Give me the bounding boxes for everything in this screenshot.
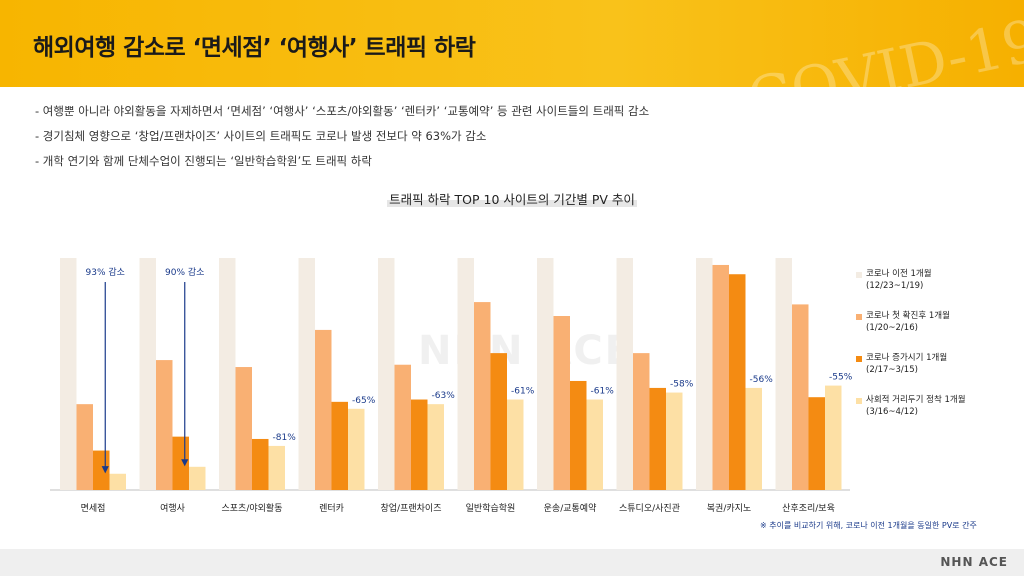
bar bbox=[474, 302, 491, 490]
footer-bar: NHN ACE bbox=[0, 549, 1024, 576]
data-label: -61% bbox=[591, 387, 615, 397]
legend-label: 사회적 거리두기 정착 1개월 bbox=[866, 395, 966, 405]
data-label: -58% bbox=[670, 380, 694, 390]
decrease-label: 93% 감소 bbox=[86, 266, 125, 278]
bullet-item: - 경기침체 영향으로 ‘창업/프랜차이즈’ 사이트의 트래픽도 코로나 발생 … bbox=[35, 129, 487, 143]
bar bbox=[93, 450, 110, 490]
bar bbox=[331, 401, 348, 490]
bar bbox=[156, 360, 173, 490]
bar bbox=[109, 473, 126, 490]
bar bbox=[268, 445, 285, 490]
bar bbox=[457, 258, 474, 490]
bar bbox=[712, 264, 729, 490]
bar bbox=[315, 329, 332, 490]
x-tick-label: 스튜디오/사진관 bbox=[619, 503, 680, 514]
x-tick-label: 운송/교통예약 bbox=[544, 502, 597, 514]
nhn-ace-center-logo: NHN ACE bbox=[418, 328, 634, 374]
bar bbox=[808, 397, 825, 490]
bar bbox=[633, 353, 650, 490]
bar bbox=[252, 438, 269, 490]
bar bbox=[666, 392, 683, 490]
bar bbox=[696, 258, 713, 490]
bar bbox=[507, 399, 524, 490]
bar bbox=[490, 353, 507, 490]
legend-swatch bbox=[856, 314, 862, 320]
bar bbox=[219, 258, 236, 490]
chart-title-text: 트래픽 하락 TOP 10 사이트의 기간별 PV 추이 bbox=[387, 192, 637, 207]
x-tick-label: 면세점 bbox=[81, 502, 106, 514]
bar bbox=[729, 274, 746, 490]
legend-label: 코로나 증가시기 1개월 bbox=[866, 353, 948, 363]
legend-sub: (2/17~3/15) bbox=[866, 365, 918, 375]
bar bbox=[825, 385, 842, 490]
legend-swatch bbox=[856, 356, 862, 362]
legend-swatch bbox=[856, 272, 862, 278]
legend-sub: (1/20~2/16) bbox=[866, 323, 918, 333]
data-label: -65% bbox=[352, 396, 376, 406]
bar bbox=[235, 367, 252, 490]
x-tick-label: 산후조리/보육 bbox=[782, 503, 835, 514]
bar bbox=[586, 399, 603, 490]
bullet-item: - 개학 연기와 함께 단체수업이 진행되는 ‘일반학습학원’도 트래픽 하락 bbox=[35, 154, 372, 168]
bar bbox=[378, 258, 395, 490]
bar bbox=[172, 436, 189, 490]
bar bbox=[411, 399, 428, 490]
bar bbox=[298, 258, 315, 490]
bar bbox=[775, 258, 792, 490]
x-tick-label: 창업/프랜차이즈 bbox=[381, 502, 442, 514]
bar bbox=[792, 304, 809, 490]
bar bbox=[616, 258, 633, 490]
legend-swatch bbox=[856, 398, 862, 404]
bar bbox=[570, 380, 587, 490]
x-tick-label: 일반학습학원 bbox=[466, 503, 516, 514]
legend-sub: (3/16~4/12) bbox=[866, 407, 918, 417]
bullet-list: - 여행뿐 아니라 야외활동을 자제하면서 ‘면세점’ ‘여행사’ ‘스포츠/야… bbox=[35, 103, 649, 178]
bar bbox=[76, 404, 93, 490]
bar bbox=[394, 364, 411, 490]
data-label: -56% bbox=[750, 375, 774, 385]
bar bbox=[649, 387, 666, 490]
bar bbox=[553, 316, 570, 490]
header-bar: 해외여행 감소로 ‘면세점’ ‘여행사’ 트래픽 하락 COVID-19 bbox=[0, 0, 1024, 87]
x-tick-label: 렌터카 bbox=[319, 503, 344, 514]
x-tick-label: 스포츠/야외활동 bbox=[222, 502, 283, 514]
nhn-ace-logo: NHN ACE bbox=[940, 555, 1008, 569]
bar bbox=[537, 258, 554, 490]
data-label: -81% bbox=[273, 433, 297, 443]
data-label: -61% bbox=[511, 387, 535, 397]
bar bbox=[189, 466, 206, 490]
legend-label: 코로나 이전 1개월 bbox=[866, 269, 932, 279]
legend-label: 코로나 첫 확진후 1개월 bbox=[866, 311, 950, 321]
legend-sub: (12/23~1/19) bbox=[866, 281, 924, 291]
bar bbox=[60, 258, 77, 490]
bar bbox=[745, 387, 762, 490]
x-tick-label: 여행사 bbox=[160, 502, 186, 514]
data-label: -55% bbox=[829, 373, 853, 383]
chart-title: 트래픽 하락 TOP 10 사이트의 기간별 PV 추이 bbox=[0, 189, 1024, 208]
footnote: ※ 추이를 비교하기 위해, 코로나 이전 1개월을 동일한 PV로 간주 bbox=[760, 521, 977, 530]
page-title: 해외여행 감소로 ‘면세점’ ‘여행사’ 트래픽 하락 bbox=[33, 35, 476, 61]
bar bbox=[427, 404, 444, 490]
bar bbox=[139, 258, 156, 490]
bar bbox=[348, 408, 365, 490]
x-tick-label: 복권/카지노 bbox=[707, 502, 751, 514]
decrease-label: 90% 감소 bbox=[165, 266, 204, 278]
bullet-item: - 여행뿐 아니라 야외활동을 자제하면서 ‘면세점’ ‘여행사’ ‘스포츠/야… bbox=[35, 104, 650, 118]
data-label: -63% bbox=[432, 391, 456, 401]
